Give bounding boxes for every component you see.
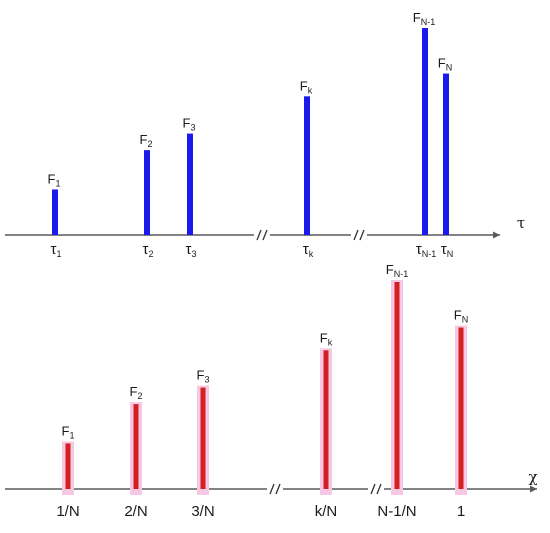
bottom-spike-n-label: FN (454, 308, 468, 325)
bottom-spike-2 (133, 404, 139, 489)
top-tick-n-1-label: τN-1 (416, 241, 436, 259)
bottom-tick-n-1-label: N-1/N (377, 503, 416, 520)
axis-arrowhead (493, 231, 500, 239)
top-tick-3-label: τ3 (186, 241, 197, 259)
top-spike-1-label: F1 (48, 171, 61, 188)
bottom-panel: χ F1 1/N F2 2/N F3 3/N Fk k/N FN-1 N-1/N FN 1 (5, 262, 538, 520)
bottom-spike-n-1 (394, 282, 400, 489)
top-spike-1 (52, 189, 58, 235)
top-panel: τ F1 τ1 F2 τ2 F3 τ3 Fk τk FN-1 τN-1 FN τN (5, 10, 525, 259)
bottom-tick-k-label: k/N (315, 503, 338, 520)
top-spike-n-1-label: FN-1 (413, 10, 435, 27)
axis-break-mark (254, 229, 270, 241)
bottom-tick-3-label: 3/N (191, 503, 214, 520)
tau-axis-label: τ (517, 214, 525, 232)
top-spike-n (443, 73, 449, 235)
top-tick-1-label: τ1 (51, 241, 62, 259)
bottom-tick-1-label: 1/N (56, 503, 79, 520)
chi-axis-label: χ (528, 468, 537, 486)
top-spike-2 (144, 150, 150, 235)
bottom-spike-1 (65, 443, 71, 489)
axis-break-mark (368, 483, 384, 495)
bottom-tick-n-label: 1 (457, 503, 465, 520)
bottom-spike-3 (200, 387, 206, 489)
top-spike-k (304, 96, 310, 235)
top-tick-n-label: τN (441, 241, 453, 259)
top-spike-3-label: F3 (183, 116, 196, 133)
bottom-spike-2-label: F2 (130, 384, 143, 401)
bottom-spike-3-label: F3 (197, 368, 210, 385)
bottom-spike-n-1-label: FN-1 (386, 262, 408, 279)
axis-arrowhead (530, 485, 537, 493)
top-spike-n-label: FN (438, 56, 452, 73)
axis-break-mark (351, 229, 367, 241)
bottom-spike-k-label: Fk (320, 330, 333, 347)
top-tick-k-label: τk (303, 241, 314, 259)
top-spike-k-label: Fk (300, 78, 313, 95)
axis-break-mark (267, 483, 283, 495)
top-spike-2-label: F2 (140, 132, 153, 149)
top-spike-n-1 (422, 28, 428, 235)
bottom-tick-2-label: 2/N (124, 503, 147, 520)
bottom-spike-k (323, 350, 329, 489)
bottom-spike-n (458, 327, 464, 489)
bottom-spike-1-label: F1 (62, 423, 75, 440)
top-spike-3 (187, 133, 193, 235)
top-tick-2-label: τ2 (143, 241, 154, 259)
